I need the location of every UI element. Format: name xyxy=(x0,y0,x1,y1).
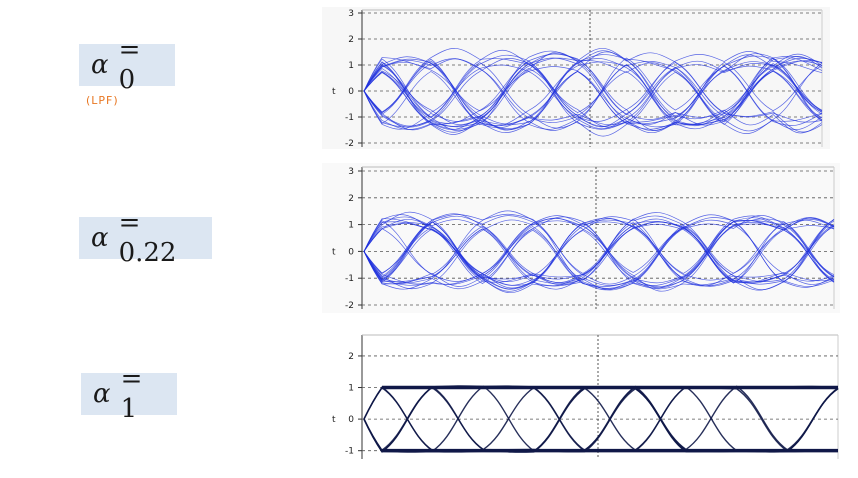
eye-trace xyxy=(363,215,835,285)
eye-diagram-alpha-0: 3 2 1 0 -1 -2 t xyxy=(322,7,830,149)
eye-trace xyxy=(363,215,835,287)
alpha-symbol: α xyxy=(91,50,109,80)
eye-trace xyxy=(363,385,839,453)
eye-trace xyxy=(363,50,823,120)
eye-trace xyxy=(363,217,835,286)
eye-trace xyxy=(363,60,823,134)
alpha-022-label: α = 0.22 xyxy=(79,208,212,268)
eye-trace xyxy=(363,217,835,289)
y-tick-label: -2 xyxy=(345,139,354,149)
eye-trace xyxy=(363,58,823,125)
eye-trace xyxy=(363,54,823,134)
eye-trace xyxy=(363,218,835,293)
eye-trace xyxy=(363,213,835,291)
eye-trace xyxy=(363,56,823,137)
y-tick-label: 0 xyxy=(348,247,354,257)
eye-traces xyxy=(363,210,835,293)
eye-trace xyxy=(363,57,823,135)
alpha-1-label: α = 1 xyxy=(81,364,177,424)
eye-trace xyxy=(363,56,823,134)
y-tick-label: -1 xyxy=(345,447,354,457)
eye-trace xyxy=(363,386,839,453)
eye-trace xyxy=(363,62,823,133)
eye-trace xyxy=(363,217,835,286)
eye-diagram-alpha-1: 2 1 0 -1 t xyxy=(322,331,840,461)
alpha-value: = 0.22 xyxy=(118,208,177,268)
eye-trace xyxy=(363,224,835,291)
eye-trace xyxy=(363,213,835,281)
alpha-value: = 0 xyxy=(118,35,141,95)
y-axis-label: t xyxy=(332,247,336,257)
eye-trace xyxy=(363,385,839,452)
y-tick-label: 2 xyxy=(348,194,354,204)
eye-trace xyxy=(363,57,823,128)
eye-trace xyxy=(363,57,823,131)
alpha-0-label: α = 0 xyxy=(79,35,175,95)
y-tick-label: 2 xyxy=(348,35,354,45)
eye-diagram-svg: 2 1 0 -1 t xyxy=(332,334,839,459)
alpha-value: = 1 xyxy=(120,364,143,424)
y-tick-label: 2 xyxy=(348,352,354,362)
eye-diagram-svg: 3 2 1 0 -1 -2 t xyxy=(332,166,835,311)
eye-diagram-alpha-022: 3 2 1 0 -1 -2 t xyxy=(322,163,840,313)
eye-trace xyxy=(363,214,835,283)
alpha-symbol: α xyxy=(93,379,111,409)
eye-trace xyxy=(363,63,823,133)
y-tick-label: 1 xyxy=(348,221,354,231)
y-tick-label: 1 xyxy=(348,61,354,71)
eye-trace xyxy=(363,226,835,285)
y-tick-label: 1 xyxy=(348,384,354,394)
y-tick-label: -2 xyxy=(345,301,354,311)
y-tick-label: 3 xyxy=(348,167,354,177)
eye-traces xyxy=(363,47,823,137)
y-axis-label: t xyxy=(332,87,336,97)
eye-trace xyxy=(363,210,835,284)
y-tick-label: 0 xyxy=(348,415,354,425)
eye-trace xyxy=(363,51,823,131)
eye-trace xyxy=(363,51,823,117)
y-tick-label: 3 xyxy=(348,9,354,19)
lpf-annotation: (LPF) xyxy=(86,94,119,107)
eye-trace xyxy=(363,218,835,292)
eye-trace xyxy=(363,224,835,289)
y-tick-label: -1 xyxy=(345,113,354,123)
eye-trace xyxy=(363,53,823,130)
eye-trace xyxy=(363,220,835,290)
y-axis-label: t xyxy=(332,415,336,425)
y-tick-label: 0 xyxy=(348,87,354,97)
eye-diagram-svg: 3 2 1 0 -1 -2 t xyxy=(332,9,823,149)
alpha-symbol: α xyxy=(91,223,109,253)
y-tick-label: -1 xyxy=(345,274,354,284)
